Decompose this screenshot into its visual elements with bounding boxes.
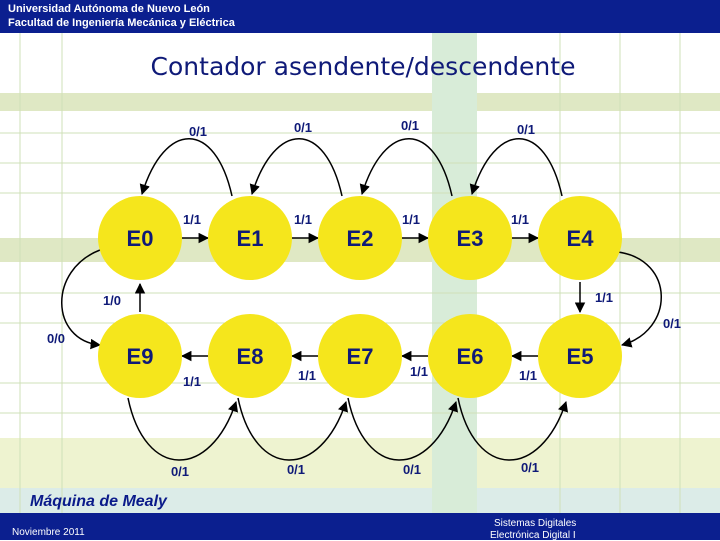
edge-label: 1/0 [103,293,121,308]
state-label-e9: E9 [127,344,154,369]
state-e8 [208,314,292,398]
footer-course-1: Sistemas Digitales [494,518,577,529]
state-label-e0: E0 [127,226,154,251]
state-label-e5: E5 [567,344,594,369]
state-e2 [318,196,402,280]
state-e9 [98,314,182,398]
header-bar [0,0,720,33]
state-e1 [208,196,292,280]
state-e3 [428,196,512,280]
state-label-e6: E6 [457,344,484,369]
edge-label: 1/1 [183,212,201,227]
faculty-name: Facultad de Ingeniería Mecánica y Eléctr… [8,17,235,29]
edge-label: 0/1 [189,124,207,139]
edge-label: 0/1 [403,462,421,477]
state-e5 [538,314,622,398]
edge-label: 1/1 [183,374,201,389]
edge-label: 0/1 [401,118,419,133]
state-label-e7: E7 [347,344,374,369]
edge-label: 1/1 [519,368,537,383]
edge-label: 1/1 [294,212,312,227]
state-e7 [318,314,402,398]
footer-date: Noviembre 2011 [12,527,85,538]
states-top-row [98,196,622,280]
edge-label: 0/1 [517,122,535,137]
edge-label: 1/1 [410,364,428,379]
edge-label: 0/1 [663,316,681,331]
edge-label: 1/1 [298,368,316,383]
state-label-e2: E2 [347,226,374,251]
state-label-e3: E3 [457,226,484,251]
edge-label: 0/1 [294,120,312,135]
footer-course-2: Electrónica Digital I [490,530,576,541]
state-label-e1: E1 [237,226,264,251]
edge-label: 0/1 [171,464,189,479]
state-e0 [98,196,182,280]
edge-label: 0/1 [521,460,539,475]
footer-bar [0,513,720,540]
state-e4 [538,196,622,280]
state-label-e8: E8 [237,344,264,369]
edge-label: 0/0 [47,331,65,346]
state-e6 [428,314,512,398]
transition-arrows [61,138,662,461]
edge-label: 1/1 [402,212,420,227]
state-label-e4: E4 [567,226,595,251]
edge-label: 1/1 [511,212,529,227]
university-name: Universidad Autónoma de Nuevo León [8,3,210,15]
mealy-machine-label: Máquina de Mealy [30,493,167,510]
edge-label: 0/1 [287,462,305,477]
page-title: Contador asendente/descendente [150,52,576,81]
states-bottom-row [98,314,622,398]
edge-label: 1/1 [595,290,613,305]
